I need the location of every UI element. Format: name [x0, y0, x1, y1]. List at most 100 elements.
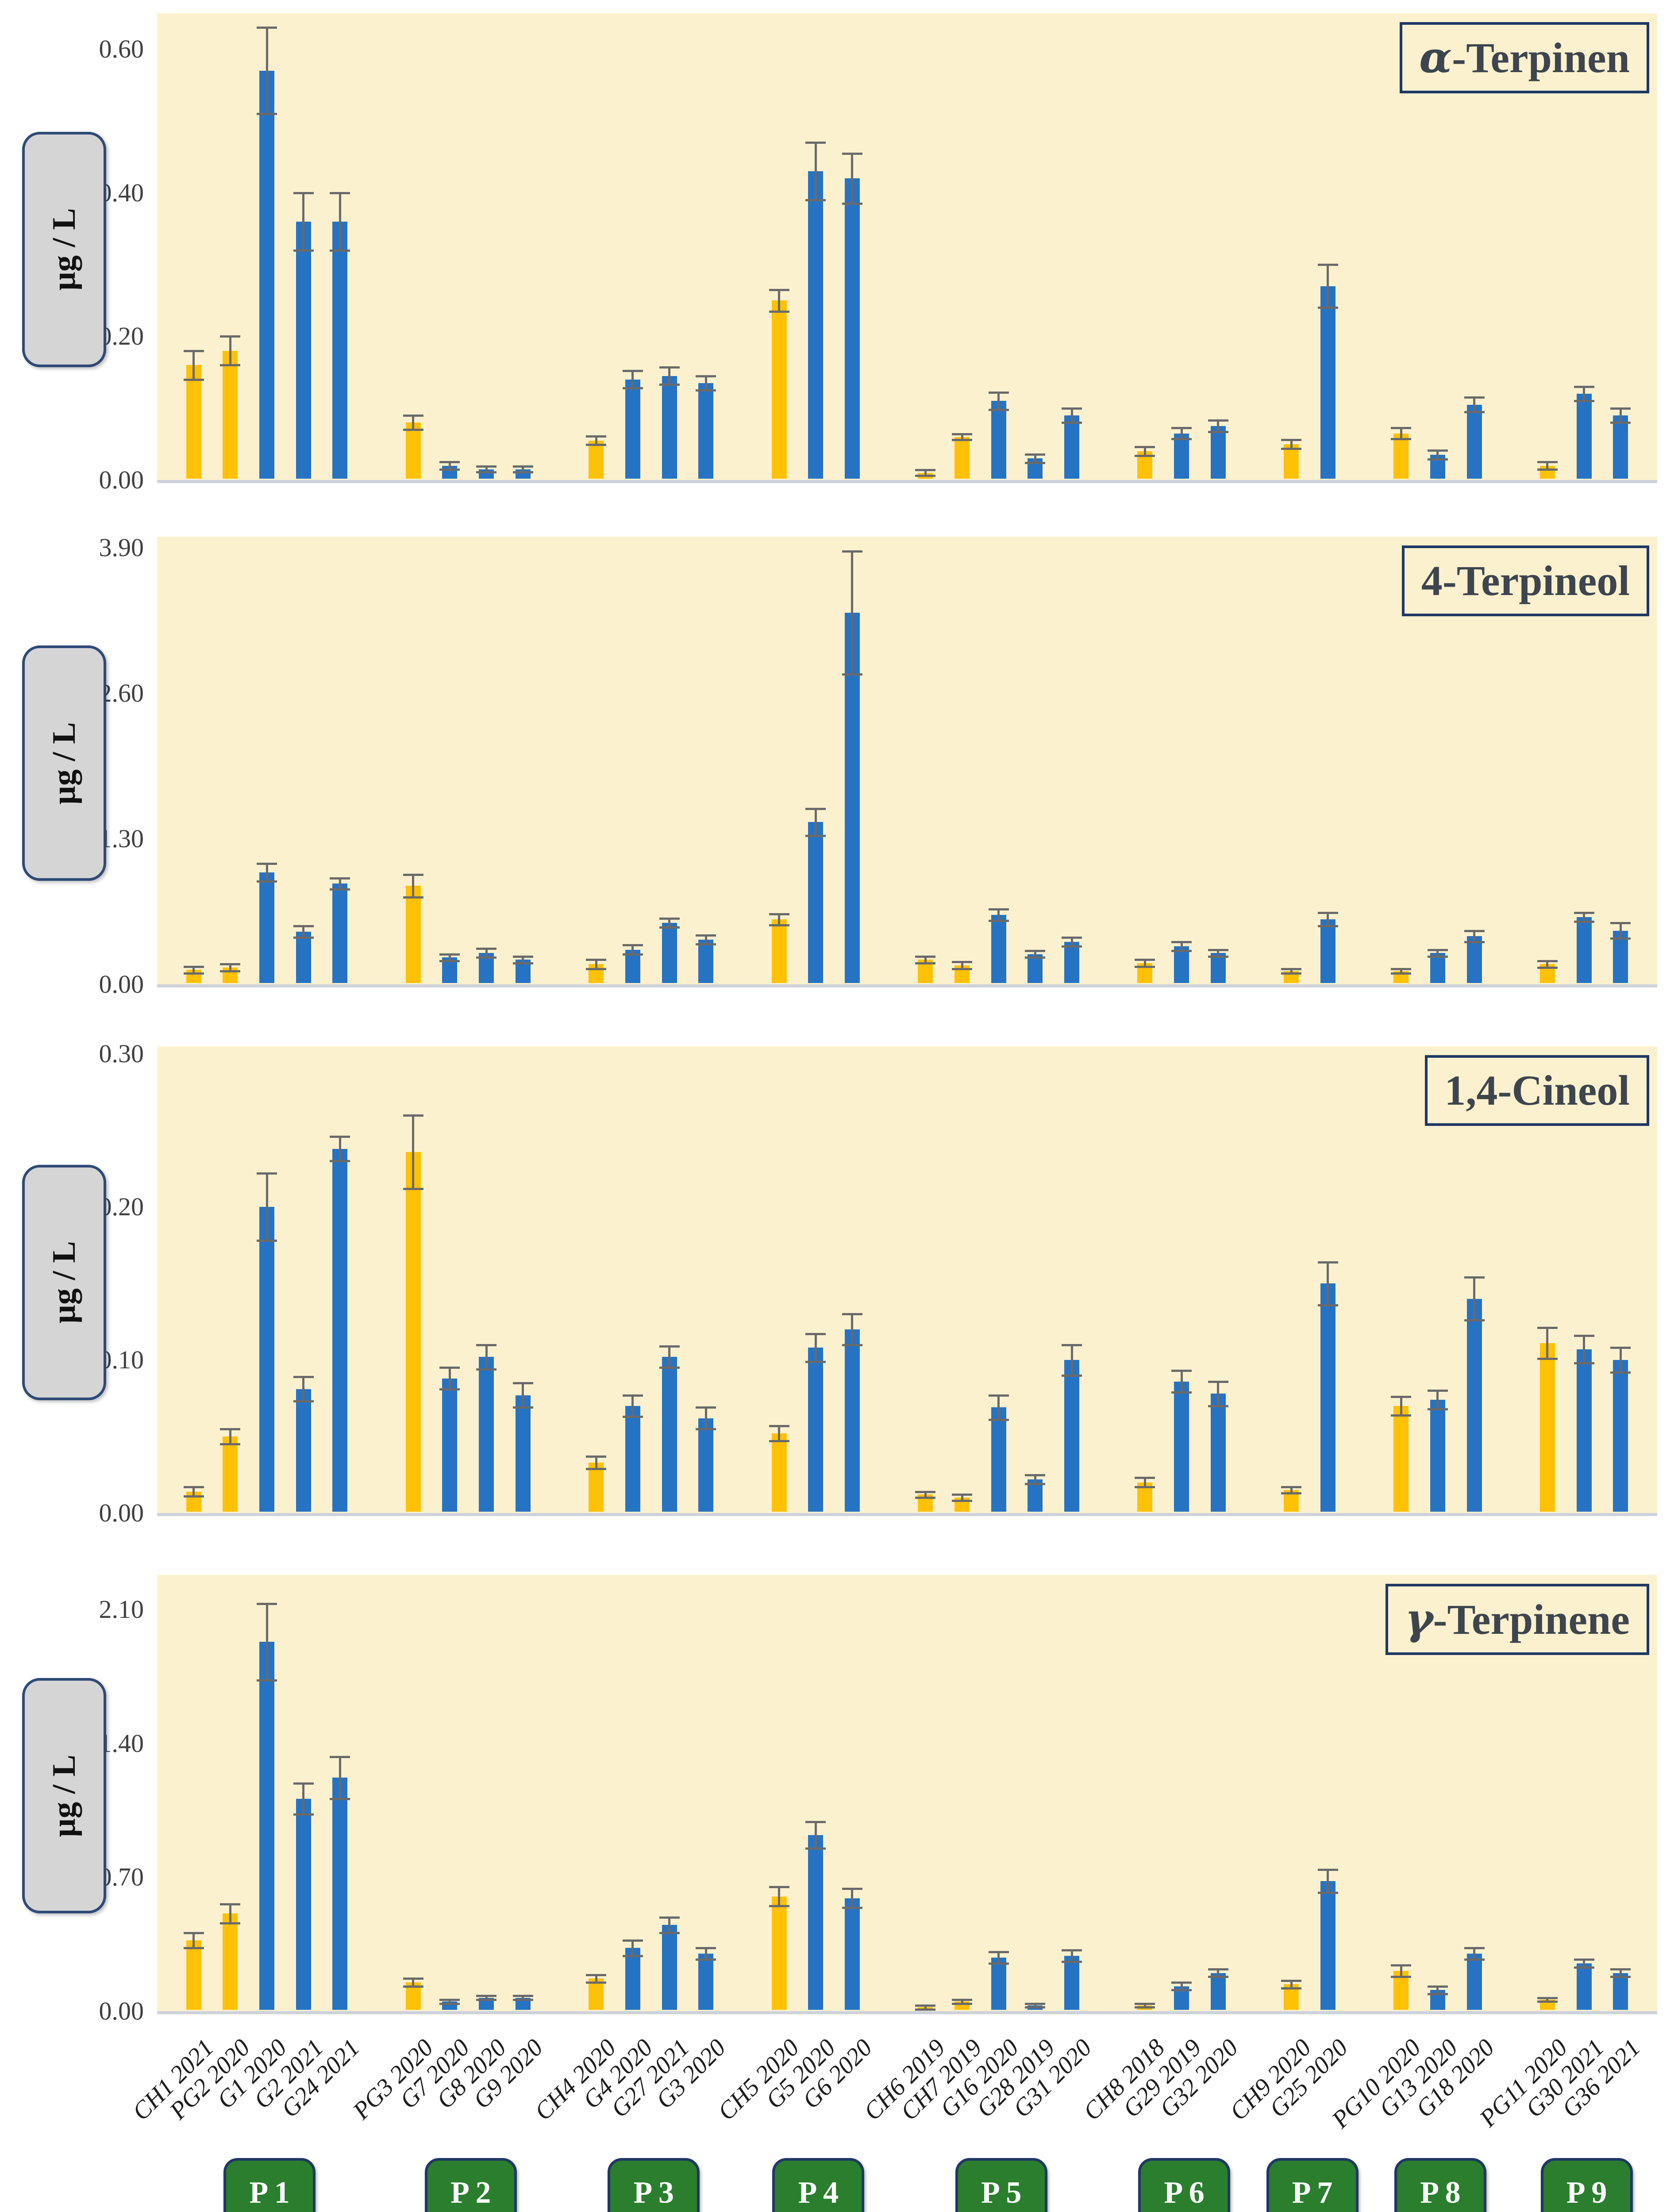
- error-bar-cap-bottom: [220, 1443, 241, 1446]
- error-bar-cap-top: [1427, 1985, 1448, 1988]
- error-bar-cap-top: [476, 1344, 497, 1346]
- error-bar-cap-bottom: [257, 1679, 277, 1682]
- error-bar: [1180, 941, 1183, 951]
- error-bar-cap-bottom: [1391, 1976, 1412, 1978]
- error-bar: [631, 371, 634, 388]
- bar-G27-2021: [662, 376, 677, 479]
- error-bar: [1143, 447, 1146, 456]
- y-tick-label: 1.40: [99, 1728, 144, 1758]
- error-bar: [412, 415, 415, 430]
- panel-title-3: 1,4-Cineol: [1425, 1055, 1649, 1126]
- error-bar-cap-bottom: [1062, 422, 1082, 424]
- error-bar-cap-bottom: [1208, 1405, 1228, 1407]
- error-bar-cap-bottom: [403, 429, 423, 431]
- error-bar-cap-top: [659, 1916, 680, 1919]
- group-box-P1: P 1: [223, 2158, 316, 2212]
- bar-G30-2021: [1576, 1349, 1592, 1512]
- error-bar: [1034, 454, 1036, 463]
- error-bar: [851, 153, 854, 204]
- y-tick-label: 0.60: [99, 35, 144, 64]
- y-axis-unit-label: µg / L: [46, 722, 82, 805]
- error-bar-cap-top: [1464, 396, 1485, 399]
- error-bar-cap-bottom: [622, 1955, 643, 1957]
- error-bar-cap-bottom: [1610, 937, 1631, 940]
- error-bar-cap-top: [257, 862, 277, 865]
- error-bar-cap-bottom: [1317, 925, 1338, 928]
- bar-G5-2020: [808, 171, 824, 479]
- error-bar-cap-bottom: [403, 1187, 423, 1190]
- error-bar-cap-bottom: [1062, 1960, 1082, 1963]
- error-bar-cap-bottom: [439, 468, 460, 471]
- error-bar-cap-top: [952, 961, 973, 964]
- error-bar-cap-bottom: [1025, 2006, 1046, 2009]
- error-bar-cap-top: [293, 192, 314, 194]
- bar-G6-2020: [844, 1898, 860, 2010]
- group-box-P5: P 5: [955, 2158, 1047, 2212]
- error-bar-cap-bottom: [183, 1495, 204, 1498]
- error-bar: [631, 945, 634, 954]
- error-bar-cap-top: [696, 934, 716, 937]
- error-bar-cap-top: [476, 1995, 497, 1997]
- error-bar-cap-top: [439, 1999, 460, 2001]
- bar-G5-2020: [808, 1835, 824, 2010]
- error-bar-cap-top: [769, 1425, 789, 1427]
- error-bar-cap-top: [1317, 1868, 1338, 1871]
- error-bar-cap-top: [183, 965, 204, 968]
- error-bar-cap-bottom: [403, 1985, 423, 1988]
- error-bar: [1619, 408, 1622, 423]
- error-bar-cap-top: [220, 335, 241, 338]
- error-bar-cap-top: [805, 1820, 826, 1823]
- error-bar: [522, 466, 524, 472]
- group-box-P9: P 9: [1540, 2158, 1633, 2212]
- error-bar-cap-top: [842, 1888, 862, 1890]
- bar-PG10-2020: [1393, 433, 1409, 479]
- error-bar-cap-top: [696, 1406, 716, 1409]
- error-bar: [704, 1407, 707, 1429]
- error-bar: [522, 1996, 524, 2000]
- error-bar-cap-bottom: [952, 439, 973, 442]
- error-bar-cap-bottom: [439, 1388, 460, 1390]
- error-bar-cap-bottom: [403, 896, 423, 899]
- error-bar-cap-top: [1062, 1344, 1082, 1346]
- error-bar-cap-top: [1025, 2002, 1046, 2005]
- error-bar-cap-top: [586, 1455, 607, 1458]
- error-bar-cap-bottom: [220, 364, 241, 367]
- error-bar-cap-bottom: [1574, 400, 1594, 403]
- group-box-P8: P 8: [1394, 2158, 1486, 2212]
- error-bar: [1400, 968, 1402, 973]
- error-bar: [1180, 427, 1183, 439]
- error-bar-cap-top: [1171, 426, 1192, 429]
- bar-CH1-2021: [186, 1940, 201, 2010]
- y-axis-unit-label: µg / L: [46, 1754, 82, 1837]
- error-bar-cap-bottom: [659, 1932, 680, 1934]
- error-bar-cap-top: [220, 963, 241, 966]
- error-bar-cap-bottom: [1281, 972, 1302, 975]
- error-bar-cap-bottom: [915, 1497, 936, 1499]
- error-bar: [1290, 968, 1293, 973]
- bar-G24-2021: [332, 221, 348, 479]
- error-bar-cap-bottom: [330, 1160, 350, 1163]
- error-bar-cap-bottom: [915, 962, 936, 964]
- error-bar: [997, 1395, 1000, 1420]
- error-bar: [924, 470, 927, 476]
- error-bar-cap-bottom: [330, 1797, 350, 1800]
- bar-G27-2021: [662, 1357, 677, 1512]
- error-bar: [595, 1974, 597, 1983]
- error-bar-cap-top: [476, 465, 497, 468]
- bar-PG11-2020: [1539, 1343, 1555, 1512]
- error-bar-cap-bottom: [220, 1922, 241, 1925]
- error-bar-cap-bottom: [1062, 945, 1082, 948]
- y-tick-label: 0.00: [99, 1498, 144, 1527]
- error-bar-cap-top: [586, 1974, 607, 1976]
- error-bar-cap-bottom: [805, 1847, 826, 1850]
- bar-CH4-2020: [589, 440, 604, 479]
- error-bar-cap-bottom: [1135, 454, 1155, 457]
- error-bar: [1546, 1328, 1549, 1359]
- error-bar-cap-bottom: [988, 1419, 1009, 1421]
- error-bar: [704, 935, 707, 944]
- error-bar-cap-bottom: [842, 1344, 862, 1346]
- bar-G32-2020: [1210, 1973, 1226, 2010]
- error-bar-cap-top: [1574, 386, 1594, 388]
- error-bar-cap-top: [1025, 950, 1046, 952]
- bar-G13-2020: [1430, 1400, 1445, 1512]
